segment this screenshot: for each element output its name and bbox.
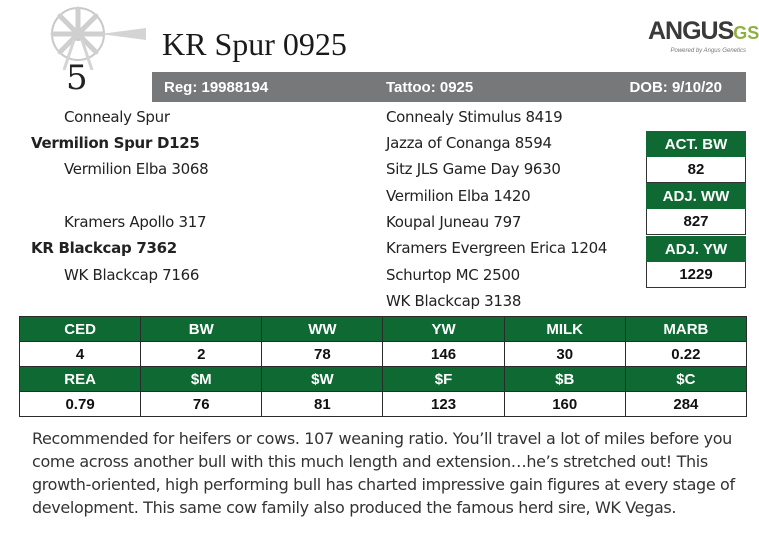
actual-bw-value: 82 [646, 157, 746, 183]
pedigree-sire: Vermilion Spur D125 [31, 134, 200, 152]
epd-value: 30 [503, 341, 626, 367]
lot-number: 5 [66, 58, 88, 98]
pedigree-ancestor: Jazza of Conanga 8594 [386, 134, 552, 152]
epd-header: MARB [624, 316, 748, 342]
epd-header: $M [140, 366, 263, 392]
epd-header: REA [18, 366, 142, 392]
epd-header-row: CED BW WW YW MILK MARB [18, 316, 748, 342]
epd-header: $B [503, 366, 626, 392]
adj-yw-label: ADJ. YW [646, 236, 746, 262]
adj-yw-value: 1229 [646, 262, 746, 288]
pedigree-ancestor: Connealy Stimulus 8419 [386, 108, 563, 126]
epd-value-row: 4 2 78 146 30 0.22 [18, 341, 748, 367]
epd-table: CED BW WW YW MILK MARB 4 2 78 146 30 0.2… [18, 316, 748, 417]
pedigree-ancestor: Vermilion Elba 1420 [386, 187, 531, 205]
date-of-birth: DOB: 9/10/20 [629, 79, 722, 96]
actual-bw-label: ACT. BW [646, 131, 746, 157]
epd-header: $F [382, 366, 505, 392]
pedigree-dam-sire: Kramers Apollo 317 [64, 213, 207, 231]
epd-value: 284 [624, 391, 748, 417]
registration-number: Reg: 19988194 [164, 79, 269, 96]
logo-tagline: Powered by Angus Genetics [670, 48, 747, 54]
epd-value: 146 [382, 341, 505, 367]
epd-value: 0.79 [18, 391, 142, 417]
epd-value-row: 0.79 76 81 123 160 284 [18, 391, 748, 417]
tattoo: Tattoo: 0925 [386, 79, 474, 96]
epd-value: 123 [382, 391, 505, 417]
lot-comment: Recommended for heifers or cows. 107 wea… [32, 429, 735, 517]
epd-header: $C [624, 366, 748, 392]
pedigree-sire-dam: Vermilion Elba 3068 [64, 160, 209, 178]
windmill-icon [50, 6, 146, 70]
pedigree-ancestor: WK Blackcap 3138 [386, 292, 522, 310]
epd-value: 2 [140, 341, 263, 367]
epd-value: 81 [261, 391, 384, 417]
epd-value: 4 [18, 341, 142, 367]
epd-header: CED [18, 316, 142, 342]
epd-header: MILK [503, 316, 626, 342]
pedigree-sire-sire: Connealy Spur [64, 108, 170, 126]
pedigree-dam-dam: WK Blackcap 7166 [64, 266, 200, 284]
id-bar: Reg: 19988194 Tattoo: 0925 DOB: 9/10/20 [152, 72, 746, 102]
logo-suffix: GS [733, 23, 759, 43]
epd-header: WW [261, 316, 384, 342]
pedigree-ancestor: Koupal Juneau 797 [386, 213, 522, 231]
epd-header-row: REA $M $W $F $B $C [18, 366, 748, 392]
epd-value: 160 [503, 391, 626, 417]
pedigree-ancestor: Sitz JLS Game Day 9630 [386, 160, 561, 178]
angus-gs-logo: ANGUSGS Powered by Angus Genetics [648, 17, 759, 64]
epd-value: 76 [140, 391, 263, 417]
animal-name: KR Spur 0925 [162, 26, 347, 62]
epd-header: BW [140, 316, 263, 342]
epd-value: 78 [261, 341, 384, 367]
pedigree-ancestor: Schurtop MC 2500 [386, 266, 520, 284]
pedigree-ancestor: Kramers Evergreen Erica 1204 [386, 239, 608, 257]
epd-header: YW [382, 316, 505, 342]
epd-header: $W [261, 366, 384, 392]
adj-ww-label: ADJ. WW [646, 183, 746, 209]
adj-ww-value: 827 [646, 209, 746, 235]
epd-value: 0.22 [624, 341, 748, 367]
logo-brand: ANGUS [648, 17, 734, 45]
pedigree-dam: KR Blackcap 7362 [31, 239, 177, 257]
